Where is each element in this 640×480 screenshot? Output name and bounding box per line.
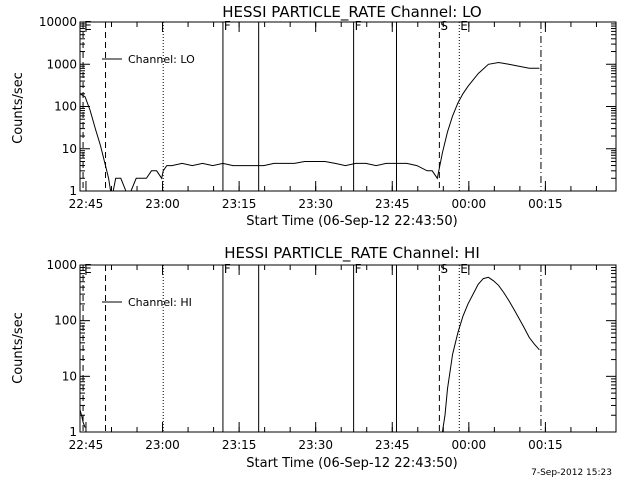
lo-y-tick-label: 1 <box>69 184 77 198</box>
lo-event-marker-label: F <box>224 19 231 33</box>
hi-x-tick-label: 22:45 <box>69 438 104 452</box>
hi-x-tick-label: 23:45 <box>375 438 410 452</box>
hi-plot-area: 22:45 23:00 23:15 23:30 23:45 00:00 00:15 1 10 10… <box>46 258 617 452</box>
hi-rate-series-line <box>441 276 540 433</box>
lo-event-marker-label: S <box>440 19 448 33</box>
lo-event-marker-label: E <box>460 19 468 33</box>
lo-x-tick-label: 23:00 <box>145 197 180 211</box>
lo-x-tick-label: 00:00 <box>452 197 487 211</box>
lo-y-tick-label: 10000 <box>39 15 77 29</box>
hi-x-tick-label: 00:00 <box>452 438 487 452</box>
print-timestamp: 7-Sep-2012 15:23 <box>531 468 612 478</box>
hi-plot-frame <box>79 264 617 433</box>
hi-y-tick-label: 10 <box>62 369 77 383</box>
lo-y-tick-label: 1000 <box>46 57 77 71</box>
lo-x-axis-label: Start Time (06-Sep-12 22:43:50) <box>246 214 457 229</box>
hi-event-marker-label: E <box>460 262 468 276</box>
hi-y-tick-label: 1 <box>69 425 77 439</box>
lo-y-tick-label: 10 <box>62 142 77 156</box>
lo-x-tick-label: 23:15 <box>222 197 257 211</box>
hi-x-tick-label: 00:15 <box>528 438 563 452</box>
lo-event-marker-label: F <box>355 19 362 33</box>
hi-event-marker-label: F <box>355 262 362 276</box>
lo-y-tick-label: 100 <box>54 100 77 114</box>
hi-event-marker-label: S <box>440 262 448 276</box>
hi-x-tick-label: 23:00 <box>145 438 180 452</box>
lo-panel-title: HESSI PARTICLE_RATE Channel: LO <box>222 3 481 22</box>
lo-legend-label: Channel: LO <box>128 53 195 66</box>
lo-x-tick-label: 00:15 <box>528 197 563 211</box>
lo-channel-panel: HESSI PARTICLE_RATE Channel: LO Start Ti… <box>11 3 617 229</box>
hi-panel-title: HESSI PARTICLE_RATE Channel: HI <box>224 244 480 263</box>
hi-rate-series-line <box>79 409 86 428</box>
hi-x-axis-label: Start Time (06-Sep-12 22:43:50) <box>246 456 457 471</box>
hi-x-tick-label: 23:15 <box>222 438 257 452</box>
lo-x-tick-label: 23:30 <box>298 197 333 211</box>
hi-event-marker-label: E <box>84 262 92 276</box>
hi-channel-panel: HESSI PARTICLE_RATE Channel: HI Start Ti… <box>11 244 617 471</box>
hi-y-tick-label: 1000 <box>46 258 77 272</box>
lo-rate-series-line <box>79 61 540 192</box>
hi-x-tick-label: 23:30 <box>298 438 333 452</box>
hi-y-tick-label: 100 <box>54 314 77 328</box>
hi-y-axis-label: Counts/sec <box>11 312 26 384</box>
lo-y-axis-label: Counts/sec <box>11 72 26 144</box>
lo-event-marker-label: E <box>84 19 92 33</box>
lo-plot-area: 22:45 23:00 23:15 23:30 23:45 00:00 00:15 1 10 10… <box>39 15 617 211</box>
hi-legend-label: Channel: HI <box>128 296 192 309</box>
hi-event-marker-label: F <box>224 262 231 276</box>
lo-x-tick-label: 22:45 <box>69 197 104 211</box>
lo-x-tick-label: 23:45 <box>375 197 410 211</box>
